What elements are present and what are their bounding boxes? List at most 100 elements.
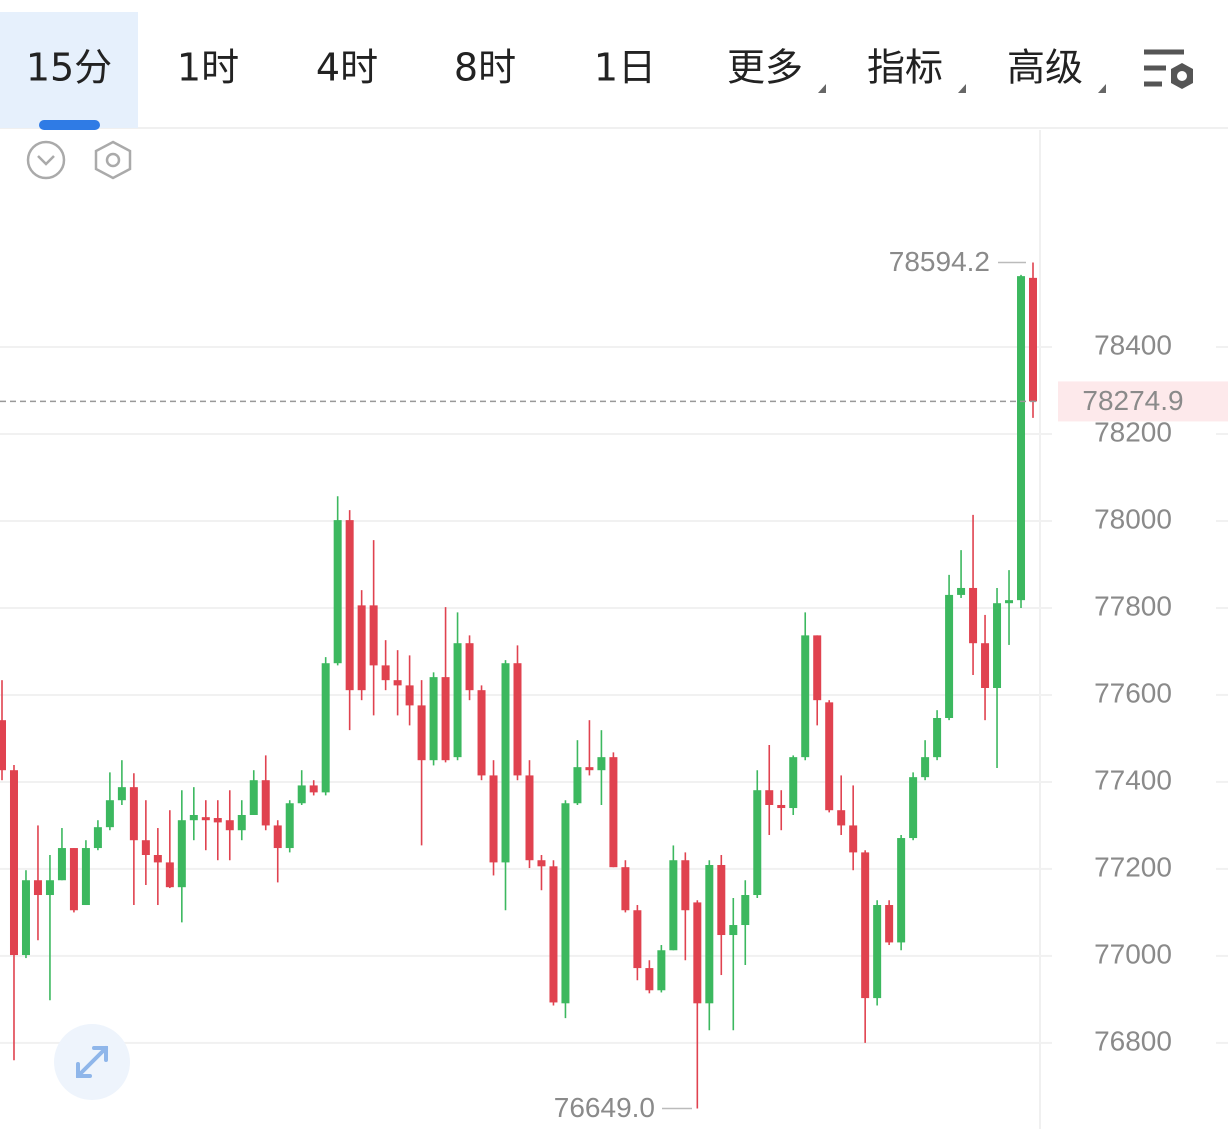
candle-body: [93, 827, 102, 849]
candle-body: [717, 865, 726, 936]
candle-body: [429, 677, 438, 761]
candle-body: [189, 814, 198, 821]
candle-body: [813, 635, 822, 701]
candle-body: [285, 803, 294, 849]
candle-body: [849, 825, 858, 853]
candle-body: [249, 780, 258, 815]
max-label: 78594.2: [889, 246, 990, 277]
candle-body: [705, 865, 714, 1004]
candle-body: [225, 820, 234, 831]
candle-body: [873, 905, 882, 999]
y-tick-label: 77600: [1094, 677, 1172, 708]
candle-body: [237, 814, 246, 831]
candle-body: [201, 817, 210, 821]
y-tick-label: 78200: [1094, 416, 1172, 447]
candle-body: [801, 635, 810, 758]
candle-body: [645, 968, 654, 991]
candle-body: [729, 925, 738, 936]
candle-body: [345, 520, 354, 691]
candle-body: [573, 767, 582, 804]
candle-body: [21, 880, 30, 956]
y-tick-label: 77800: [1094, 590, 1172, 621]
tab[interactable]: 1时: [177, 46, 239, 90]
candle-body: [261, 780, 270, 826]
candle-body: [369, 605, 378, 666]
candle-body: [921, 757, 930, 778]
y-tick-label: 77200: [1094, 851, 1172, 882]
active-tab-indicator: [39, 120, 100, 130]
candle-body: [333, 520, 342, 664]
tab[interactable]: 指标: [867, 46, 943, 90]
candle-body: [897, 838, 906, 943]
candle-body: [405, 685, 414, 706]
candle-body: [681, 860, 690, 911]
candle-body: [789, 757, 798, 809]
candle-body: [273, 825, 282, 849]
dropdown-caret: [818, 84, 826, 93]
candle-body: [33, 880, 42, 896]
candle-body: [417, 705, 426, 761]
toolbar: [0, 0, 1228, 128]
candle-body: [105, 800, 114, 828]
candle-body: [981, 643, 990, 688]
settings-icon[interactable]: [1144, 49, 1193, 89]
candle-body: [621, 867, 630, 911]
candle-body: [357, 605, 366, 691]
tab[interactable]: 15分: [26, 46, 112, 90]
y-tick-label: 78400: [1094, 329, 1172, 360]
candle-body: [177, 820, 186, 888]
candle-body: [537, 860, 546, 867]
candle-body: [585, 767, 594, 771]
plot-area: 76800 77000 77200 77400 77600 77800 78000 78200…: [0, 130, 1228, 1129]
active-tab-bg: [0, 12, 138, 128]
candle-body: [129, 787, 138, 841]
y-tick-label: 77400: [1094, 764, 1172, 795]
candle-body: [465, 643, 474, 691]
candle-body: [1029, 277, 1037, 402]
candle-body: [393, 680, 402, 686]
candle-body: [561, 803, 570, 1004]
tab[interactable]: 1日: [594, 46, 656, 90]
candle-body: [321, 663, 330, 793]
dropdown-caret: [1098, 84, 1106, 93]
candle-body: [861, 852, 870, 999]
tab[interactable]: 4时: [316, 46, 378, 90]
dropdown-caret: [958, 84, 966, 93]
tab[interactable]: 更多: [727, 46, 803, 90]
candle-body: [633, 910, 642, 969]
indicator-settings-icon[interactable]: [94, 140, 132, 180]
candle-body: [993, 603, 1002, 688]
candle-body: [909, 777, 918, 839]
tab[interactable]: 8时: [454, 46, 516, 90]
candle-body: [945, 594, 954, 719]
candle-body: [0, 720, 6, 771]
candle-body: [489, 775, 498, 863]
candle-body: [81, 848, 90, 906]
min-label: 76649.0: [554, 1092, 655, 1123]
candle-body: [309, 785, 318, 793]
candle-body: [825, 702, 834, 811]
candle-body: [549, 866, 558, 1003]
candle-body: [117, 787, 126, 801]
candle-body: [381, 665, 390, 681]
candle-body: [153, 855, 162, 863]
candle-body: [441, 677, 450, 761]
candle-body: [477, 690, 486, 776]
candle-body: [297, 785, 306, 804]
last-price-label: 78274.9: [1082, 385, 1183, 416]
candle-body: [165, 862, 174, 888]
candle-body: [933, 718, 942, 758]
candle-body: [693, 902, 702, 1004]
candle-body: [957, 587, 966, 595]
candle-body: [141, 840, 150, 856]
candle-body: [969, 587, 978, 644]
candle-body: [753, 790, 762, 896]
tab[interactable]: 高级: [1007, 46, 1083, 90]
fullscreen-button[interactable]: [54, 1024, 130, 1100]
candle-body: [1017, 276, 1026, 601]
collapse-icon[interactable]: [26, 140, 66, 180]
candle-body: [885, 905, 894, 943]
candle-body: [609, 757, 618, 868]
